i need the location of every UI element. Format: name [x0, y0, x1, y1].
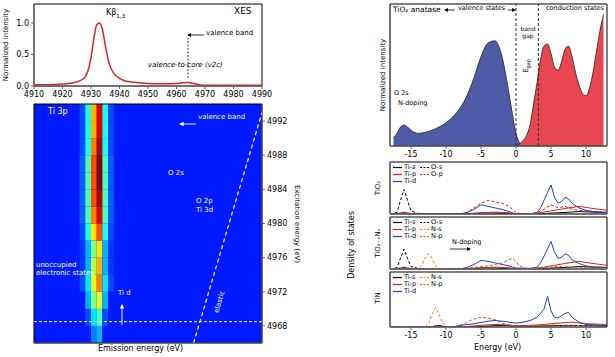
html-text:band gap: band gap [520, 25, 536, 39]
html-text:valence band: valence band [206, 29, 254, 37]
html-text:TiN: TiN [373, 292, 382, 304]
svg-text:4984: 4984 [267, 185, 287, 194]
html-text:TiO₂ anatase: TiO₂ anatase [393, 5, 441, 14]
html-text:Ti-s: Ti-s [404, 218, 416, 226]
html-text:N-doping: N-doping [398, 99, 428, 107]
svg-text:-10: -10 [439, 331, 452, 340]
svg-text:0: 0 [513, 150, 518, 159]
html-text:O-p: O-p [431, 170, 443, 178]
svg-text:4980: 4980 [223, 90, 243, 99]
html-text:TiO₂: TiO₂ [373, 180, 382, 196]
html-text:O 2s: O 2s [168, 169, 184, 177]
html-text:Energy (eV): Energy (eV) [474, 343, 522, 352]
svg-text:4960: 4960 [166, 90, 186, 99]
svg-text:-15: -15 [404, 331, 417, 340]
html-text:N-s: N-s [431, 273, 442, 281]
svg-text:4950: 4950 [138, 90, 158, 99]
svg-text:-5: -5 [477, 150, 485, 159]
html-text:unoccupied electronic states: unoccupied electronic states [36, 261, 94, 277]
html-text:Ti-s: Ti-s [404, 163, 416, 171]
html-text:TiO₂₋ₓNₓ: TiO₂₋ₓNₓ [373, 228, 382, 258]
svg-text:4992: 4992 [267, 117, 287, 126]
html-text:O 2p: O 2p [196, 197, 213, 205]
html-text:N-p: N-p [431, 280, 443, 288]
svg-text:4920: 4920 [52, 90, 72, 99]
svg-text:4930: 4930 [81, 90, 101, 99]
svg-text:4988: 4988 [267, 151, 287, 160]
html-text:O-s: O-s [431, 218, 443, 226]
html-text:E: E [521, 68, 530, 73]
html-text:gap: gap [525, 59, 532, 69]
svg-text:10: 10 [581, 331, 591, 340]
html-text:Ti-p: Ti-p [404, 225, 417, 233]
svg-text:10: 10 [581, 150, 591, 159]
html-text:Normalized intensity: Normalized intensity [1, 8, 10, 82]
html-text:Excitation energy (eV): Excitation energy (eV) [292, 185, 301, 263]
html-text:Normalized intensity: Normalized intensity [378, 38, 387, 112]
svg-text:0.5: 0.5 [16, 50, 29, 59]
svg-text:4940: 4940 [109, 90, 129, 99]
svg-text:4990: 4990 [252, 90, 272, 99]
html-text:Ti-d: Ti-d [404, 177, 417, 185]
svg-text:-10: -10 [439, 150, 452, 159]
html-text:Ti-p: Ti-p [404, 170, 417, 178]
html-text:O-s: O-s [431, 163, 443, 171]
html-text:elastic: elastic [212, 289, 227, 314]
html-text:Ti-d: Ti-d [404, 232, 417, 240]
html-text:Density of states: Density of states [347, 211, 356, 279]
html-text:N-p: N-p [431, 232, 443, 240]
svg-text:-15: -15 [404, 150, 417, 159]
html-text:valence band: valence band [198, 113, 246, 121]
svg-text:4980: 4980 [267, 219, 287, 228]
html-text:Ti-s: Ti-s [404, 273, 416, 281]
html-text:XES: XES [234, 6, 252, 16]
html-text:N-s: N-s [431, 225, 442, 233]
html-text:N-doping: N-doping [452, 238, 482, 246]
svg-text:-5: -5 [477, 331, 485, 340]
svg-text:5: 5 [548, 150, 553, 159]
svg-text:4972: 4972 [267, 288, 287, 297]
html-text:conduction states: conduction states [546, 4, 604, 12]
svg-text:5: 5 [548, 331, 553, 340]
svg-text:0: 0 [513, 331, 518, 340]
svg-text:0.0: 0.0 [16, 82, 29, 91]
html-text:Ti d: Ti d [118, 289, 131, 297]
html-text:Ti-p: Ti-p [404, 280, 417, 288]
svg-text:4970: 4970 [195, 90, 215, 99]
html-text:Ti 3p: Ti 3p [48, 107, 68, 116]
html-text:valence states: valence states [458, 4, 506, 12]
html-text:Ti 3d: Ti 3d [196, 206, 214, 214]
svg-text:4910: 4910 [24, 90, 44, 99]
html-text:valence-to-core (v2c): valence-to-core (v2c) [148, 61, 223, 69]
html-text:O 2s: O 2s [394, 89, 409, 97]
html-text:Emission energy (eV): Emission energy (eV) [98, 344, 184, 353]
svg-text:4968: 4968 [267, 322, 287, 331]
svg-text:4976: 4976 [267, 253, 287, 262]
html-text:Kβ1,3: Kβ1,3 [106, 8, 126, 19]
html-text:Ti-d: Ti-d [404, 287, 417, 295]
svg-text:1.0: 1.0 [16, 19, 29, 28]
